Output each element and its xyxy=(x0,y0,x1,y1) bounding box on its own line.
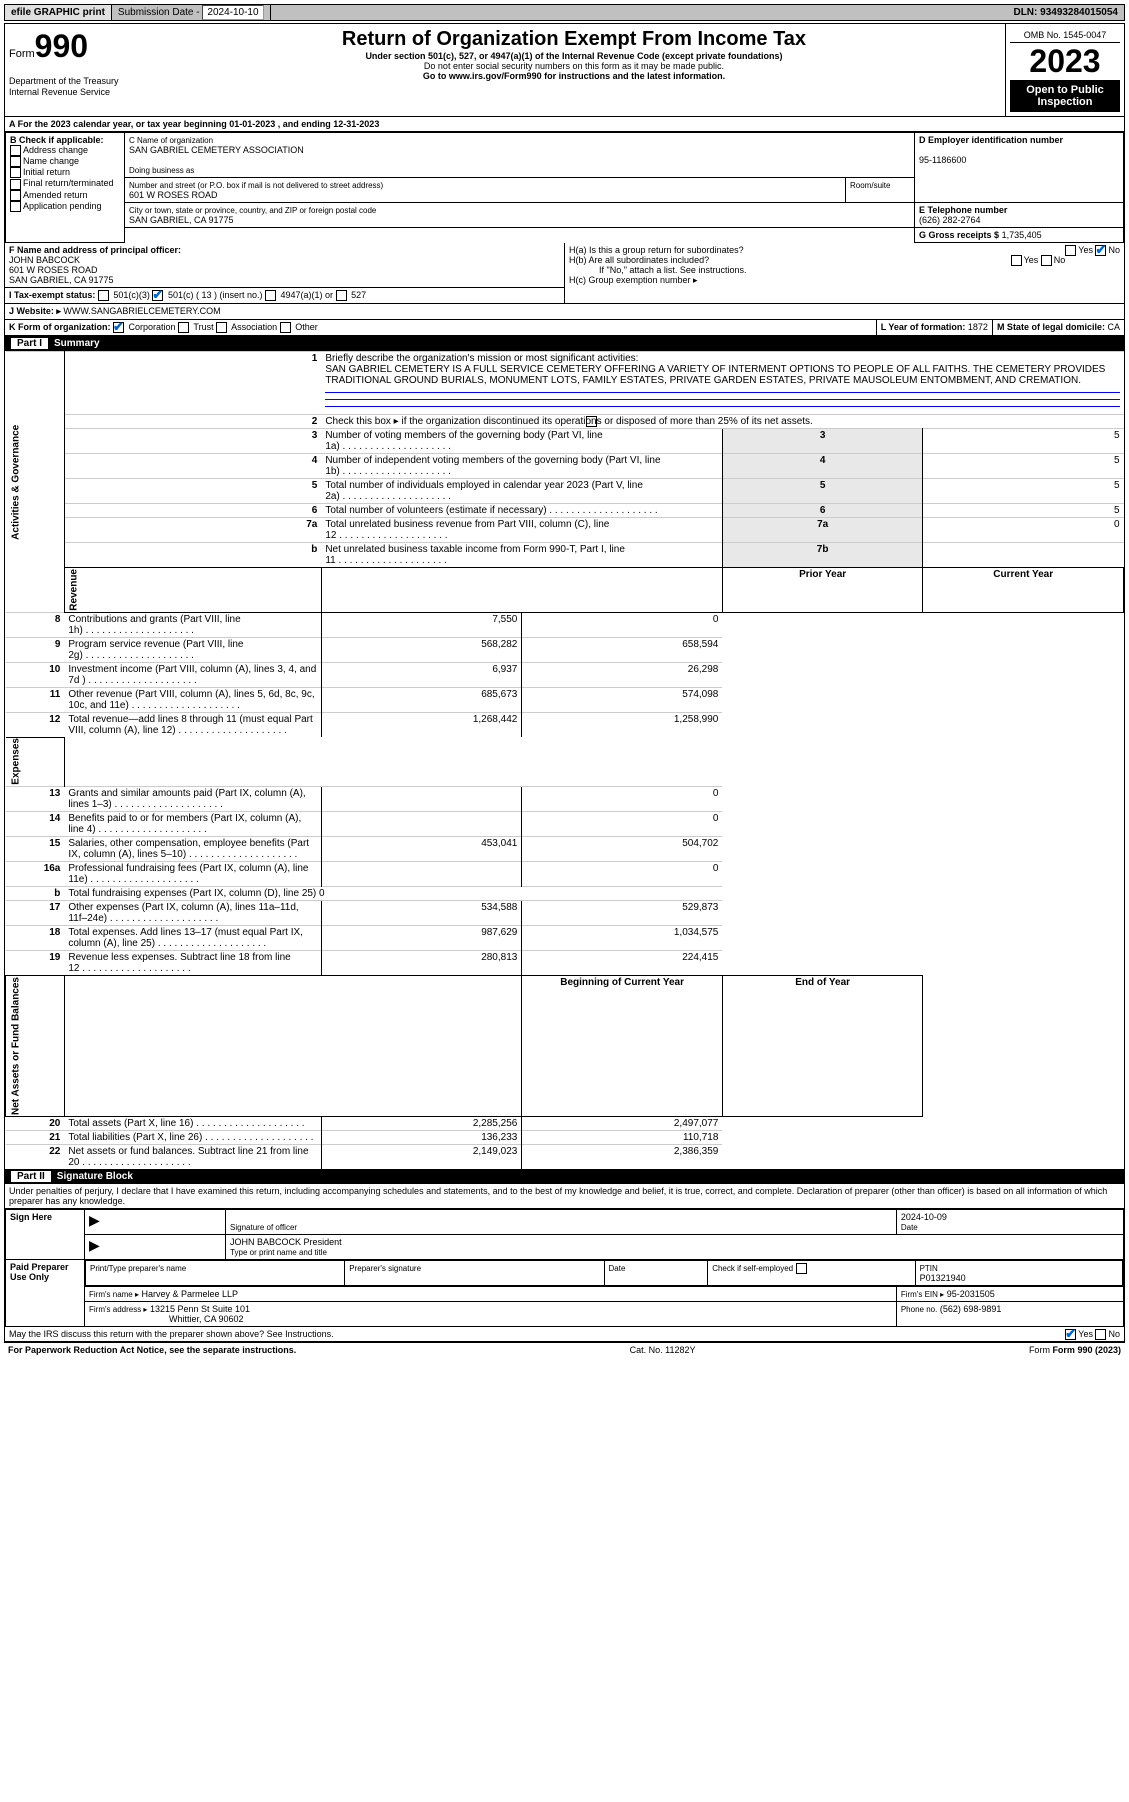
summary-line: Program service revenue (Part VIII, line… xyxy=(64,638,321,663)
summary-line: Other expenses (Part IX, column (A), lin… xyxy=(64,901,321,926)
side-net: Net Assets or Fund Balances xyxy=(6,976,65,1117)
final-return-checkbox[interactable] xyxy=(10,179,21,190)
side-exp: Expenses xyxy=(6,737,65,787)
discuss-no[interactable] xyxy=(1095,1329,1106,1340)
box-c-street: Number and street (or P.O. box if mail i… xyxy=(125,178,846,203)
dln: DLN: 93493284015054 xyxy=(1007,5,1124,20)
501c-checkbox[interactable] xyxy=(152,290,163,301)
summary-line: Net unrelated business taxable income fr… xyxy=(321,543,722,568)
box-e: E Telephone number (626) 282-2764 xyxy=(915,203,1124,228)
k-corp[interactable] xyxy=(113,322,124,333)
4947-checkbox[interactable] xyxy=(265,290,276,301)
box-m: M State of legal domicile: CA xyxy=(993,320,1124,335)
line2: Check this box ▸ if the organization dis… xyxy=(321,415,1123,429)
summary-line: Total unrelated business revenue from Pa… xyxy=(321,518,722,543)
header-bar: efile GRAPHIC print Submission Date - 20… xyxy=(4,4,1125,21)
box-f: F Name and address of principal officer:… xyxy=(5,243,565,288)
summary-line: Contributions and grants (Part VIII, lin… xyxy=(64,613,321,638)
efile-print-button[interactable]: efile GRAPHIC print xyxy=(5,5,112,20)
form-number-cell: Form990 Department of the Treasury Inter… xyxy=(5,24,143,117)
box-h: H(a) Is this a group return for subordin… xyxy=(565,243,1125,304)
initial-return-checkbox[interactable] xyxy=(10,167,21,178)
mission: Briefly describe the organization's miss… xyxy=(321,352,1123,415)
box-j: J Website: ▸ WWW.SANGABRIELCEMETERY.COM xyxy=(5,304,1124,319)
box-c-name: C Name of organization SAN GABRIEL CEMET… xyxy=(125,133,915,178)
perjury: Under penalties of perjury, I declare th… xyxy=(5,1184,1124,1209)
part1-header: Part ISummary xyxy=(5,336,1124,351)
footer: For Paperwork Reduction Act Notice, see … xyxy=(4,1343,1125,1357)
hb-yes[interactable] xyxy=(1011,255,1022,266)
website-link[interactable]: WWW.SANGABRIELCEMETERY.COM xyxy=(63,306,220,316)
summary-line: Other revenue (Part VIII, column (A), li… xyxy=(64,688,321,713)
submission-label: Submission Date - 2024-10-10 xyxy=(112,5,271,20)
k-other[interactable] xyxy=(280,322,291,333)
summary-line: Grants and similar amounts paid (Part IX… xyxy=(64,787,321,812)
dept: Department of the Treasury Internal Reve… xyxy=(9,76,119,97)
side-rev: Revenue xyxy=(64,568,321,613)
tax-period-line: A For the 2023 calendar year, or tax yea… xyxy=(5,117,1124,132)
self-emp-checkbox[interactable] xyxy=(796,1263,807,1274)
part2-header: Part IISignature Block xyxy=(5,1169,1124,1184)
summary-line: Net assets or fund balances. Subtract li… xyxy=(64,1145,321,1170)
room-suite: Room/suite xyxy=(846,178,915,203)
box-g: G Gross receipts $ 1,735,405 xyxy=(915,228,1124,243)
501c3-checkbox[interactable] xyxy=(98,290,109,301)
box-i: I Tax-exempt status: 501(c)(3) 501(c) ( … xyxy=(5,288,565,304)
summary-line: Number of independent voting members of … xyxy=(321,454,722,479)
summary-line: Total number of individuals employed in … xyxy=(321,479,722,504)
527-checkbox[interactable] xyxy=(336,290,347,301)
amended-return-checkbox[interactable] xyxy=(10,190,21,201)
discontinued-checkbox[interactable] xyxy=(586,416,597,427)
box-l: L Year of formation: 1872 xyxy=(876,320,993,335)
summary-line: Professional fundraising fees (Part IX, … xyxy=(64,862,321,887)
submission-date: 2024-10-10 xyxy=(202,5,263,20)
discuss-yes[interactable] xyxy=(1065,1329,1076,1340)
form-title: Return of Organization Exempt From Incom… xyxy=(147,28,1001,51)
form-990: Form990 Department of the Treasury Inter… xyxy=(4,23,1125,1343)
ha-no[interactable] xyxy=(1095,245,1106,256)
year-box: OMB No. 1545-0047 2023 Open to Public In… xyxy=(1006,24,1125,117)
summary-line: Total number of volunteers (estimate if … xyxy=(321,504,722,518)
paid-preparer: Paid Preparer Use Only xyxy=(6,1260,85,1327)
summary-line: Total fundraising expenses (Part IX, col… xyxy=(64,887,722,901)
box-d: D Employer identification number 95-1186… xyxy=(915,133,1124,203)
application-pending-checkbox[interactable] xyxy=(10,201,21,212)
sign-here: Sign Here xyxy=(6,1210,85,1260)
summary-line: Total expenses. Add lines 13–17 (must eq… xyxy=(64,926,321,951)
summary-line: Total revenue—add lines 8 through 11 (mu… xyxy=(64,713,321,738)
summary-line: Investment income (Part VIII, column (A)… xyxy=(64,663,321,688)
discuss-line: May the IRS discuss this return with the… xyxy=(5,1327,1124,1342)
instructions-link[interactable]: Go to www.irs.gov/Form990 for instructio… xyxy=(147,71,1001,81)
summary-line: Total assets (Part X, line 16) xyxy=(64,1117,321,1131)
summary-line: Total liabilities (Part X, line 26) xyxy=(64,1131,321,1145)
box-c-city: City or town, state or province, country… xyxy=(125,203,915,228)
summary-line: Revenue less expenses. Subtract line 18 … xyxy=(64,951,321,976)
k-trust[interactable] xyxy=(178,322,189,333)
hb-no[interactable] xyxy=(1041,255,1052,266)
summary-line: Benefits paid to or for members (Part IX… xyxy=(64,812,321,837)
title-cell: Return of Organization Exempt From Incom… xyxy=(143,24,1006,117)
side-gov: Activities & Governance xyxy=(6,352,65,613)
summary-line: Salaries, other compensation, employee b… xyxy=(64,837,321,862)
box-k: K Form of organization: Corporation Trus… xyxy=(5,320,876,335)
k-assoc[interactable] xyxy=(216,322,227,333)
address-change-checkbox[interactable] xyxy=(10,145,21,156)
name-change-checkbox[interactable] xyxy=(10,156,21,167)
summary-line: Number of voting members of the governin… xyxy=(321,429,722,454)
box-b: B Check if applicable: Address change Na… xyxy=(6,133,125,243)
ha-yes[interactable] xyxy=(1065,245,1076,256)
